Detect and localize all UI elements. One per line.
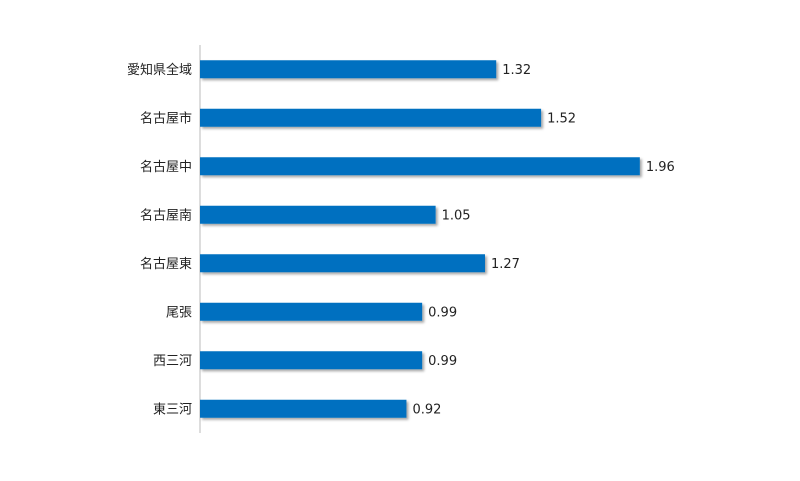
- value-label: 1.27: [491, 257, 520, 272]
- value-label: 1.05: [442, 208, 471, 223]
- value-label: 0.92: [412, 402, 441, 417]
- category-label: 西三河: [153, 354, 192, 369]
- value-label: 0.99: [428, 305, 457, 320]
- category-label: 名古屋南: [140, 207, 192, 223]
- category-label: 名古屋市: [140, 110, 192, 126]
- value-label: 1.32: [502, 63, 531, 78]
- bar: [200, 157, 640, 176]
- value-label: 1.96: [646, 160, 675, 175]
- bar: [200, 351, 423, 370]
- category-label: 名古屋中: [140, 159, 192, 175]
- bar: [200, 205, 436, 224]
- category-label: 名古屋東: [140, 256, 192, 272]
- bar: [200, 302, 423, 321]
- value-label: 1.52: [547, 111, 576, 126]
- category-label: 愛知県全域: [127, 62, 192, 78]
- bar: [200, 60, 497, 79]
- bar: [200, 254, 485, 273]
- bar: [200, 108, 542, 127]
- category-label: 東三河: [153, 401, 192, 417]
- value-label: 0.99: [428, 354, 457, 369]
- category-label: 尾張: [166, 305, 192, 320]
- bar: [200, 399, 407, 418]
